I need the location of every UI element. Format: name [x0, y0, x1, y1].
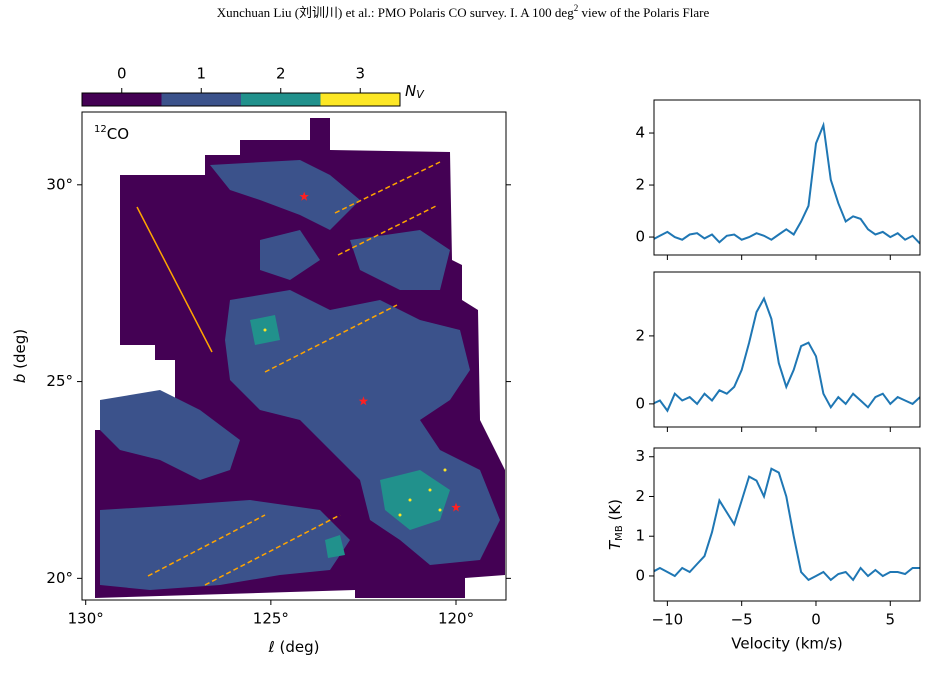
y-tick-label: 1 [635, 527, 645, 545]
label-part: (deg) [275, 638, 320, 656]
y-tick-label: 0 [635, 566, 645, 584]
y-axis-label: b (deg) [11, 329, 29, 383]
label-part: (deg) [11, 329, 29, 374]
solid-cut [136, 206, 213, 353]
spectrum-line [654, 296, 920, 413]
spectrum-line [654, 467, 920, 582]
label-part: b [11, 374, 29, 384]
star-marker [299, 191, 309, 201]
dashed-cut [334, 161, 441, 214]
pixel [428, 488, 432, 492]
y-tick-label: 2 [635, 487, 645, 505]
header-text: view of the Polaris Flare [578, 5, 709, 20]
region [100, 500, 350, 590]
pixel [443, 468, 447, 472]
x-tick-label: 120° [438, 610, 474, 628]
y-axis-label: TMB (K) [606, 499, 626, 550]
x-tick-label: 125° [253, 610, 289, 628]
colorbar-bin [241, 93, 321, 106]
dashed-cut [147, 514, 266, 577]
colorbar-bin [320, 93, 400, 106]
y-tick-label: 25° [46, 372, 73, 390]
label-part: T [606, 539, 624, 550]
dashed-cut [204, 514, 341, 586]
axes-frame [81, 111, 507, 601]
y-tick-label: 0 [635, 394, 645, 412]
x-axis-label: ℓ (deg) [268, 638, 320, 656]
colorbar-bin [161, 93, 241, 106]
dashed-cut [337, 204, 439, 256]
dashed-cut [264, 304, 398, 373]
emission-regions [100, 160, 500, 590]
region [380, 470, 450, 530]
colorbar-tick-label: 1 [196, 65, 206, 83]
region [260, 230, 320, 280]
y-tick-label: 3 [635, 447, 645, 465]
peak-pixels [263, 328, 447, 517]
y-tick-label: 20° [46, 569, 73, 587]
colorbar-tick-label: 0 [117, 65, 127, 83]
region [210, 160, 360, 230]
y-tick-label: 2 [635, 326, 645, 344]
colorbar-bin [82, 93, 162, 106]
pixel [263, 328, 267, 332]
region [325, 535, 345, 558]
label-part: MB [614, 525, 625, 541]
label-part: N [405, 82, 416, 100]
map-panel [82, 112, 506, 600]
region [350, 230, 450, 290]
y-tick-label: 30° [46, 175, 73, 193]
y-tick-label: 2 [635, 176, 645, 194]
axes-frame [653, 99, 921, 256]
y-tick-label: 4 [635, 124, 645, 142]
annotation: 12CO [94, 124, 129, 143]
colorbar-label: NV [405, 82, 425, 102]
label-part: 12 [94, 124, 107, 135]
axes-frame [653, 271, 921, 428]
star-marker [451, 502, 461, 512]
label-part: ℓ [268, 638, 275, 656]
colorbar-tick-label: 3 [355, 65, 365, 83]
region [100, 390, 240, 480]
spectrum-line [654, 121, 920, 245]
x-tick-label: 5 [886, 611, 896, 629]
header-text: Xunchuan Liu (刘训川) et al.: PMO Polaris C… [217, 5, 574, 20]
y-tick-label: 0 [635, 228, 645, 246]
pixel [408, 498, 412, 502]
x-tick-label: 130° [68, 610, 104, 628]
x-tick-label: −5 [731, 611, 753, 629]
label-part: (K) [606, 499, 624, 525]
x-tick-label: −10 [652, 611, 684, 629]
x-tick-label: 0 [811, 611, 821, 629]
pixel [398, 513, 402, 517]
x-axis-label: Velocity (km/s) [731, 635, 842, 653]
pixel [438, 508, 442, 512]
colorbar-frame [81, 92, 401, 107]
header-sup: 2 [574, 3, 579, 13]
label-part: CO [107, 125, 129, 143]
dense-regions [250, 315, 450, 558]
label-part: V [416, 88, 425, 101]
colorbar-tick-label: 2 [276, 65, 286, 83]
running-header: Xunchuan Liu (刘训川) et al.: PMO Polaris C… [217, 3, 710, 20]
cut-lines [136, 161, 441, 586]
axes-frame [653, 447, 921, 602]
star-marker [358, 396, 369, 406]
